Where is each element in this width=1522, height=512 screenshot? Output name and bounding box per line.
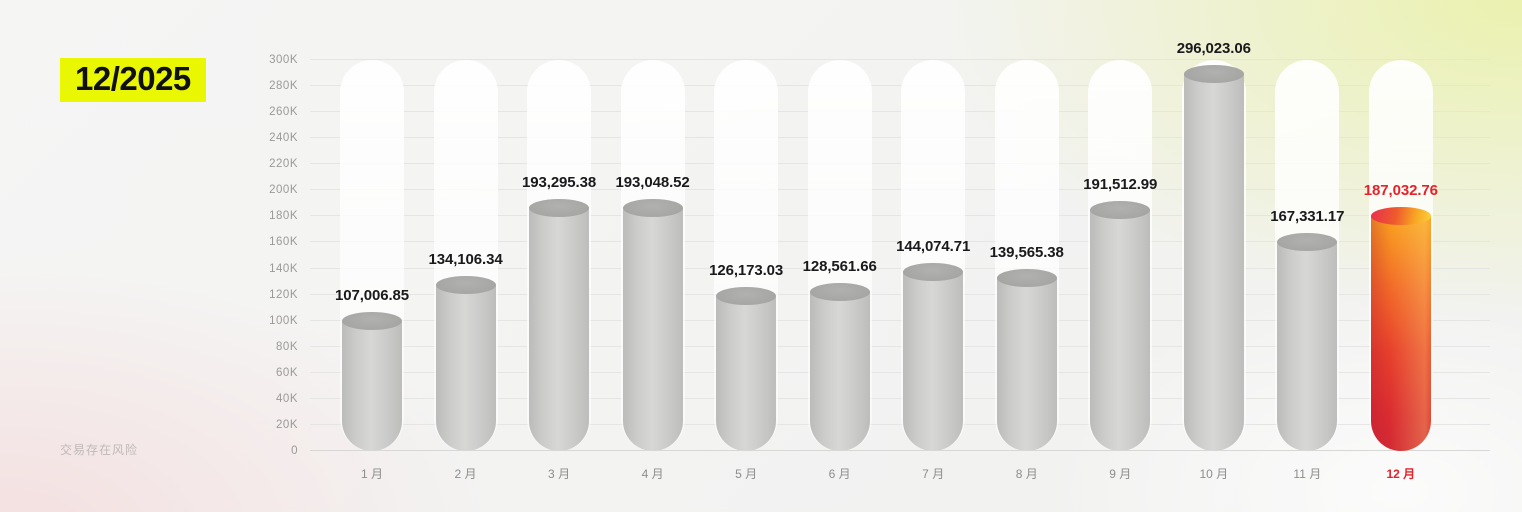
y-axis-tick-label: 160K xyxy=(269,236,298,249)
gridline xyxy=(310,163,1490,165)
bar[interactable] xyxy=(903,263,964,451)
bar-column: 134,106.34 2 月 xyxy=(428,60,503,481)
y-axis-tick-label: 260K xyxy=(269,106,298,119)
bar-column: 187,032.76 12 月 xyxy=(1364,60,1438,481)
gridline xyxy=(310,189,1490,191)
bar-column: 126,173.03 5 月 xyxy=(709,60,783,481)
bar[interactable] xyxy=(529,199,590,451)
value-label: 167,331.17 xyxy=(1270,207,1345,225)
month-label: 6 月 xyxy=(828,467,851,481)
gridline xyxy=(310,85,1490,87)
bar[interactable] xyxy=(996,269,1057,451)
bar-column: 193,048.52 4 月 xyxy=(616,60,690,481)
gridline xyxy=(310,59,1490,60)
bar-column: 144,074.71 7 月 xyxy=(896,60,970,481)
gridline xyxy=(310,241,1490,243)
y-axis-tick-label: 140K xyxy=(269,262,298,275)
risk-disclaimer: 交易存在风险 xyxy=(60,443,139,457)
value-label: 193,295.38 xyxy=(522,174,597,192)
gridline xyxy=(310,215,1490,217)
y-axis-tick-label: 280K xyxy=(269,80,298,93)
y-axis-tick-label: 80K xyxy=(276,340,298,353)
value-label: 128,561.66 xyxy=(802,258,877,276)
gridline xyxy=(310,267,1490,269)
y-axis-tick-label: 120K xyxy=(269,288,298,301)
bar-column: 139,565.38 8 月 xyxy=(990,60,1064,481)
gridline xyxy=(310,450,1490,451)
month-label: 11 月 xyxy=(1293,467,1322,481)
value-label: 134,106.34 xyxy=(428,251,503,269)
bar-column: 191,512.99 9 月 xyxy=(1083,60,1157,481)
gridline xyxy=(310,345,1490,347)
gridline xyxy=(310,137,1490,139)
y-axis-tick-label: 240K xyxy=(269,132,298,145)
value-label: 144,074.71 xyxy=(896,238,971,256)
value-label: 107,006.85 xyxy=(334,286,410,304)
value-label: 139,565.38 xyxy=(989,244,1064,262)
bar[interactable] xyxy=(435,276,496,451)
value-label: 191,512.99 xyxy=(1083,176,1158,194)
value-label: 187,032.76 xyxy=(1363,182,1438,200)
bar-column: 128,561.66 6 月 xyxy=(803,60,877,481)
bar[interactable] xyxy=(342,311,402,451)
month-label: 5 月 xyxy=(735,467,758,481)
month-label: 9 月 xyxy=(1109,467,1132,481)
period-badge: 12/2025 xyxy=(60,58,206,102)
month-label: 12 月 xyxy=(1386,467,1416,481)
month-label: 4 月 xyxy=(641,467,664,481)
bar-highlighted[interactable] xyxy=(1370,207,1431,451)
bar[interactable] xyxy=(1183,65,1244,451)
bar[interactable] xyxy=(809,283,870,451)
value-label: 126,173.03 xyxy=(709,261,784,279)
month-label: 2 月 xyxy=(454,467,477,481)
month-label: 7 月 xyxy=(922,467,945,481)
month-label: 8 月 xyxy=(1015,467,1038,481)
y-axis-tick-label: 300K xyxy=(269,54,298,66)
y-axis-tick-label: 60K xyxy=(276,366,298,379)
gridline xyxy=(310,111,1490,113)
bar-column: 107,006.85 1 月 xyxy=(335,60,409,481)
bar[interactable] xyxy=(622,199,683,451)
bar[interactable] xyxy=(716,286,777,451)
y-axis-tick-label: 20K xyxy=(276,418,298,431)
month-label: 10 月 xyxy=(1199,467,1229,481)
gridline xyxy=(310,397,1490,399)
month-label: 3 月 xyxy=(548,467,571,481)
gridline xyxy=(310,319,1490,321)
gridline xyxy=(310,423,1490,425)
bar-column: 167,331.17 11 月 xyxy=(1270,60,1344,481)
bar-column: 296,023.06 10 月 xyxy=(1177,40,1251,481)
bar[interactable] xyxy=(1090,201,1151,451)
y-axis-tick-label: 40K xyxy=(276,392,298,405)
bar[interactable] xyxy=(1277,232,1338,451)
y-axis-tick-label: 100K xyxy=(269,314,298,327)
gridline xyxy=(310,293,1490,295)
y-axis-tick-label: 180K xyxy=(269,210,298,223)
bar-column: 193,295.38 3 月 xyxy=(522,60,596,481)
gridline xyxy=(310,371,1490,373)
y-axis-tick-label: 200K xyxy=(269,184,298,197)
y-axis-tick-label: 0 xyxy=(291,445,298,457)
month-label: 1 月 xyxy=(360,467,384,481)
value-label: 296,023.06 xyxy=(1176,40,1251,58)
y-axis-tick-label: 220K xyxy=(269,158,298,171)
value-label: 193,048.52 xyxy=(615,174,690,192)
